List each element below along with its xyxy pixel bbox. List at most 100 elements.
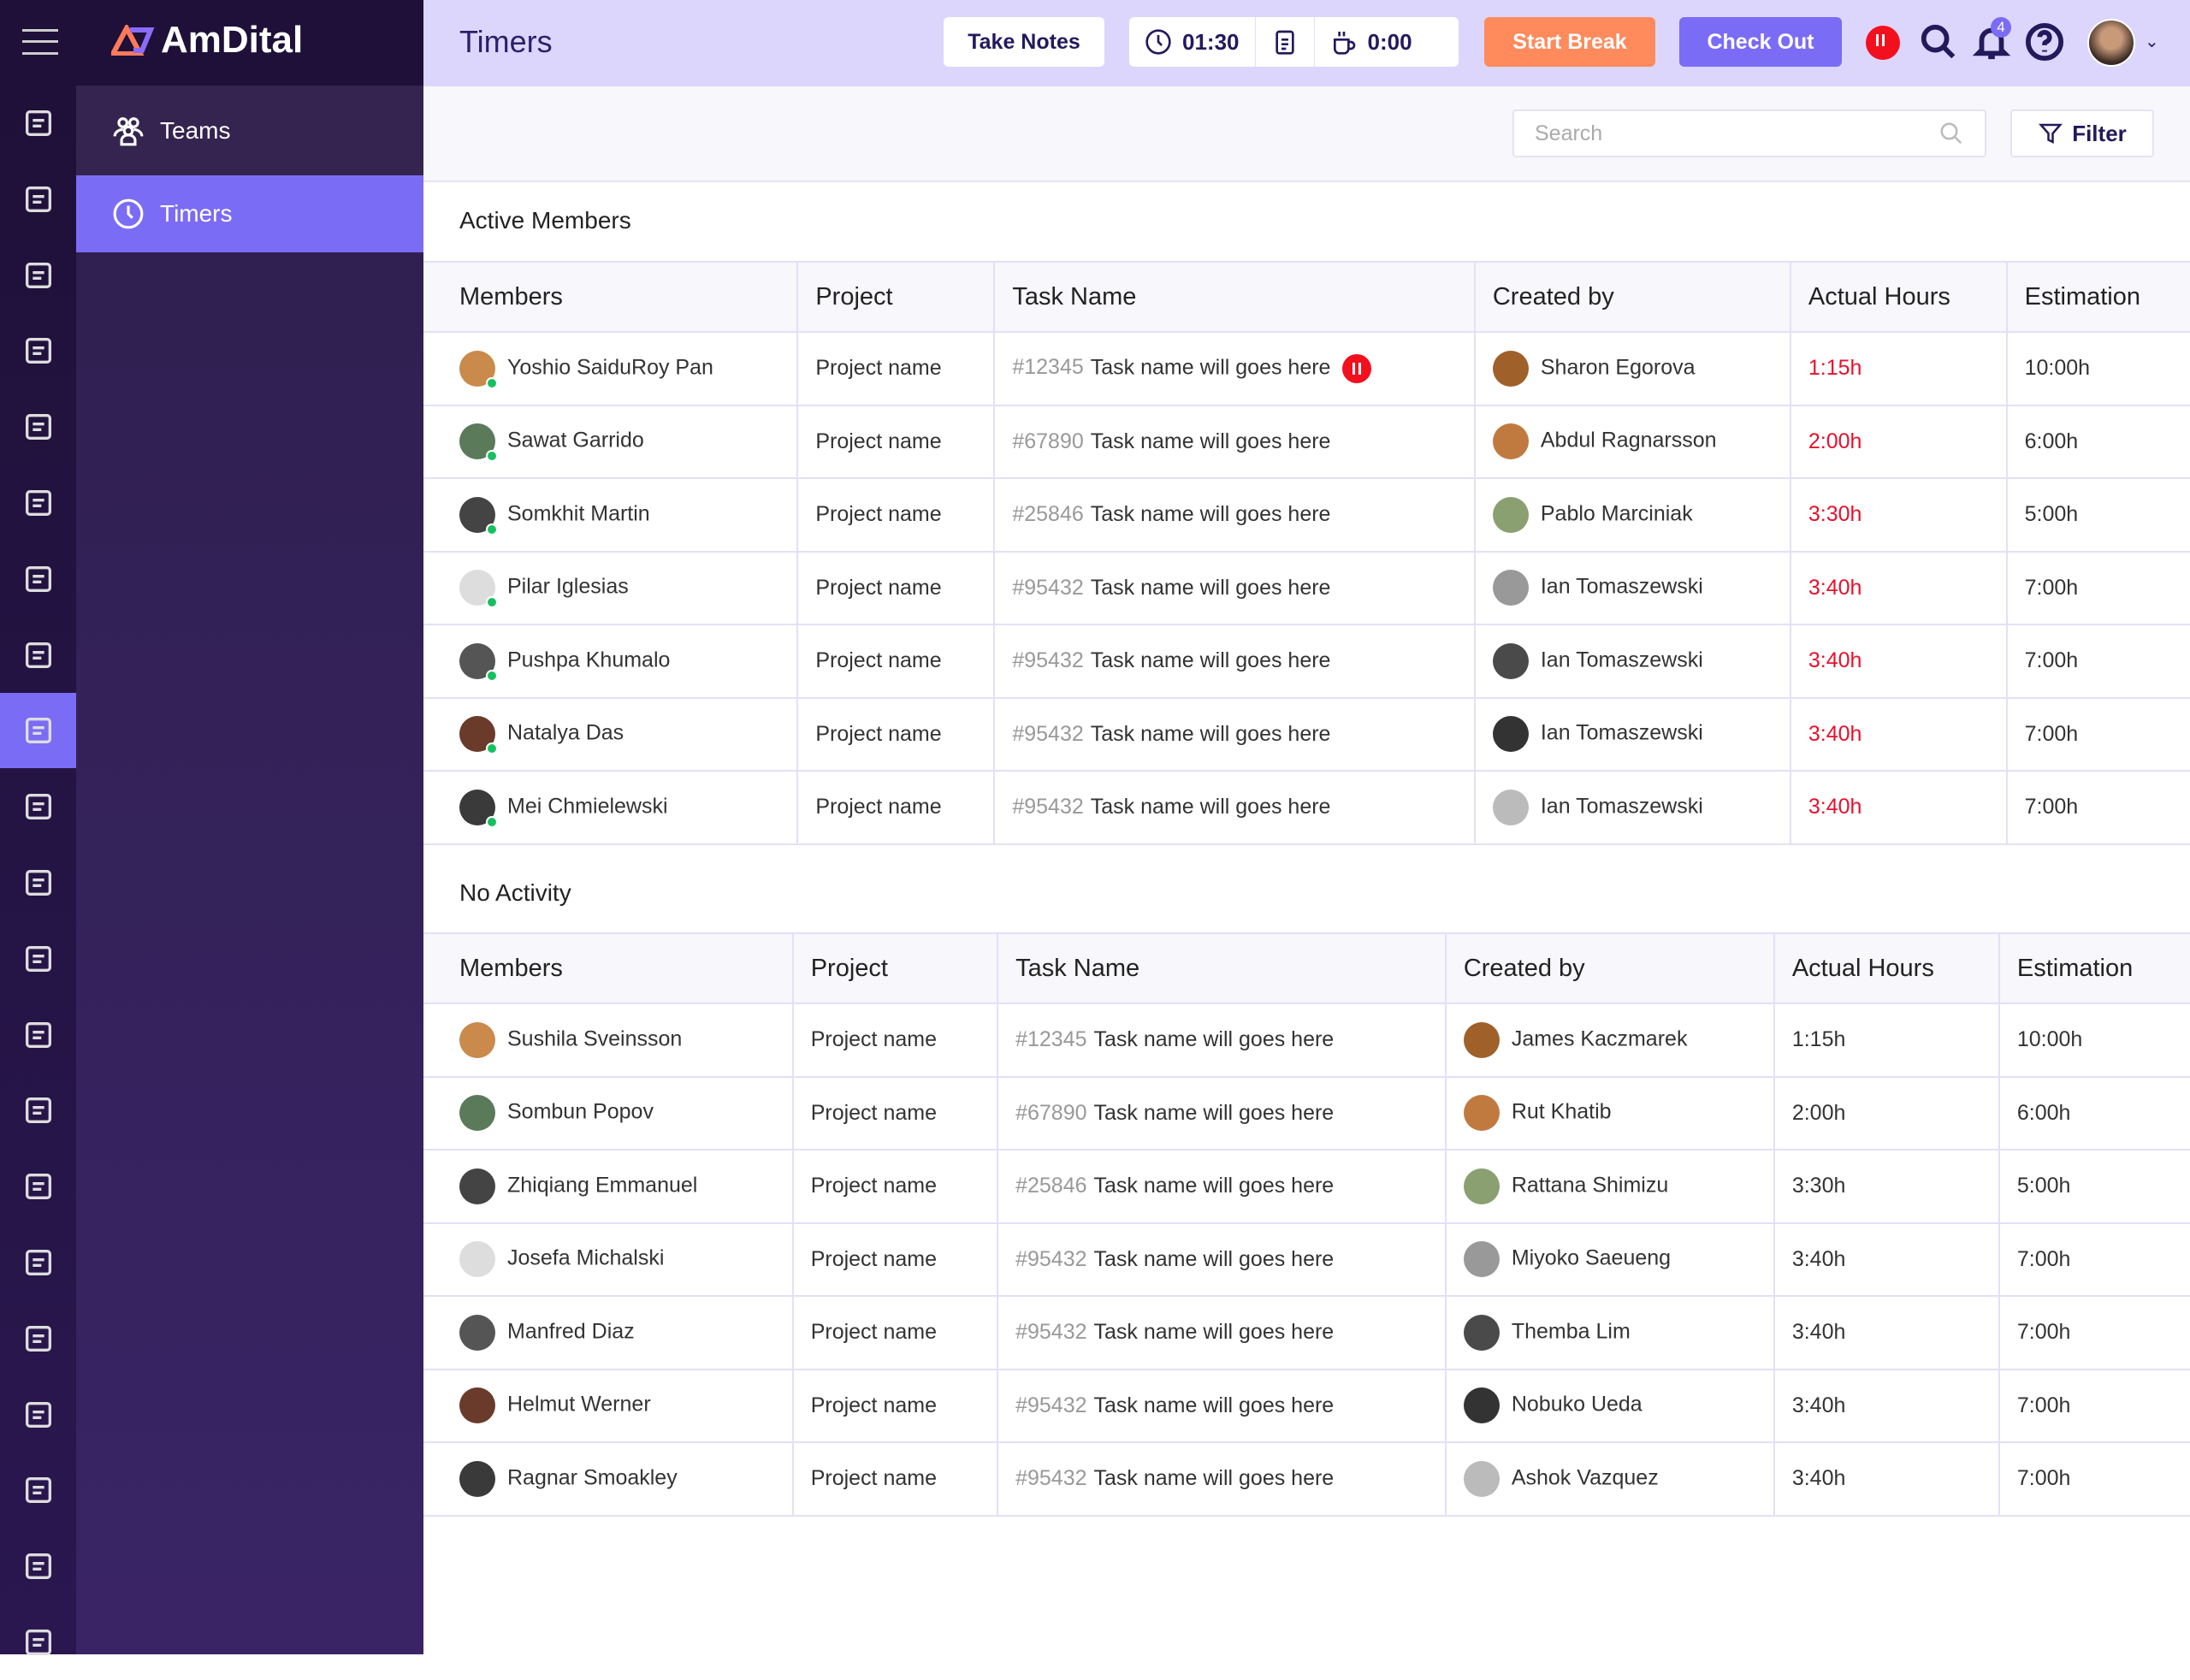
column-header[interactable]: Actual Hours — [1773, 932, 2000, 1004]
table-row[interactable]: Helmut Werner Project name #95432 Task name… — [423, 1368, 2190, 1443]
member-name[interactable]: Sawat Garrido — [507, 428, 644, 453]
rail-item-money-bag[interactable] — [0, 1225, 76, 1300]
table-row[interactable]: Mei Chmielewski Project name #95432 Task na… — [423, 770, 2190, 845]
task-name[interactable]: Task name will goes here — [1093, 1393, 1335, 1417]
task-name[interactable]: Task name will goes here — [1093, 1174, 1335, 1198]
rail-item-search-user[interactable] — [0, 1452, 76, 1528]
table-row[interactable]: Sushila Sveinsson Project name #12345 Task … — [423, 1003, 2190, 1078]
rail-item-user-check[interactable] — [0, 769, 76, 844]
table-row[interactable]: Zhiqiang Emmanuel Project name #25846 Task … — [423, 1149, 2190, 1224]
rail-item-calendar[interactable] — [0, 162, 76, 237]
task-name[interactable]: Task name will goes here — [1090, 648, 1331, 673]
check-out-button[interactable]: Check Out — [1679, 17, 1842, 67]
task-name[interactable]: Task name will goes here — [1093, 1320, 1335, 1345]
rail-item-report[interactable] — [0, 1377, 76, 1452]
task-id[interactable]: #95432 — [1015, 1466, 1087, 1491]
table-row[interactable]: Sombun Popov Project name #67890 Task name … — [423, 1075, 2190, 1151]
take-notes-button[interactable]: Take Notes — [944, 17, 1104, 67]
column-header[interactable]: Task Name — [993, 261, 1476, 333]
table-row[interactable]: Josefa Michalski Project name #95432 Task n… — [423, 1222, 2190, 1297]
task-id[interactable]: #95432 — [1012, 795, 1084, 819]
column-header[interactable]: Members — [423, 261, 799, 333]
table-row[interactable]: Ragnar Smoakley Project name #95432 Task na… — [423, 1441, 2190, 1517]
rail-item-monitor[interactable] — [0, 313, 76, 388]
sidebar-item-timers[interactable]: Timers — [76, 175, 423, 252]
table-row[interactable]: Manfred Diaz Project name #95432 Task name … — [423, 1295, 2190, 1370]
pause-icon[interactable] — [1342, 353, 1372, 383]
column-header[interactable]: Created by — [1444, 932, 1775, 1004]
member-name[interactable]: Natalya Das — [507, 720, 624, 745]
chevron-down-icon[interactable]: ⌄ — [2145, 33, 2159, 51]
hamburger-menu-icon[interactable] — [22, 29, 58, 55]
task-id[interactable]: #25846 — [1015, 1174, 1087, 1198]
column-header[interactable]: Members — [423, 932, 794, 1004]
table-row[interactable]: Natalya Das Project name #95432 Task name w… — [423, 696, 2190, 772]
member-name[interactable]: Pilar Iglesias — [507, 574, 629, 599]
task-id[interactable]: #95432 — [1015, 1246, 1087, 1271]
help-icon[interactable] — [2025, 22, 2064, 62]
table-row[interactable]: Yoshio SaiduRoy Pan Project name #12345 Tas… — [423, 331, 2190, 406]
user-avatar[interactable] — [2087, 19, 2135, 67]
task-id[interactable]: #95432 — [1015, 1320, 1087, 1345]
rail-item-bar-chart[interactable] — [0, 389, 76, 464]
member-name[interactable]: Pushpa Khumalo — [507, 648, 671, 672]
rail-item-document[interactable] — [0, 541, 76, 617]
search-icon[interactable] — [1919, 22, 1958, 62]
start-break-button[interactable]: Start Break — [1484, 17, 1655, 67]
member-name[interactable]: Josefa Michalski — [507, 1245, 665, 1270]
task-name[interactable]: Task name will goes here — [1090, 429, 1331, 453]
member-name[interactable]: Mei Chmielewski — [507, 794, 668, 819]
table-row[interactable]: Sawat Garrido Project name #67890 Task name… — [423, 404, 2190, 479]
task-name[interactable]: Task name will goes here — [1093, 1027, 1335, 1052]
member-name[interactable]: Sombun Popov — [507, 1099, 654, 1124]
rail-item-ticket[interactable] — [0, 997, 76, 1073]
rail-item-user-circle[interactable] — [0, 1149, 76, 1224]
member-name[interactable]: Zhiqiang Emmanuel — [507, 1173, 698, 1198]
column-header[interactable]: Created by — [1473, 261, 1791, 333]
task-name[interactable]: Task name will goes here — [1093, 1466, 1335, 1491]
member-name[interactable]: Yoshio SaiduRoy Pan — [507, 355, 713, 380]
task-id[interactable]: #12345 — [1015, 1027, 1087, 1052]
rail-item-growth-chart[interactable] — [0, 1605, 76, 1680]
rail-item-filter-lines[interactable] — [0, 845, 76, 920]
rail-item-dashboard[interactable] — [0, 86, 76, 161]
member-name[interactable]: Sushila Sveinsson — [507, 1026, 683, 1051]
task-id[interactable]: #67890 — [1012, 429, 1084, 453]
column-header[interactable]: Project — [791, 932, 999, 1004]
column-header[interactable]: Estimation — [1998, 932, 2190, 1004]
member-name[interactable]: Somkhit Martin — [507, 501, 650, 526]
task-id[interactable]: #95432 — [1012, 648, 1084, 673]
table-row[interactable]: Pilar Iglesias Project name #95432 Task nam… — [423, 550, 2190, 625]
task-name[interactable]: Task name will goes here — [1093, 1100, 1335, 1125]
table-row[interactable]: Somkhit Martin Project name #25846 Task nam… — [423, 477, 2190, 553]
task-name[interactable]: Task name will goes here — [1090, 721, 1331, 746]
rail-item-dollar[interactable] — [0, 921, 76, 997]
table-row[interactable]: Pushpa Khumalo Project name #95432 Task nam… — [423, 624, 2190, 699]
task-name[interactable]: Task name will goes here — [1090, 795, 1331, 819]
search-input[interactable]: Search — [1512, 109, 1986, 157]
column-header[interactable]: Actual Hours — [1789, 261, 2008, 333]
task-name[interactable]: Task name will goes here — [1093, 1246, 1335, 1271]
member-name[interactable]: Helmut Werner — [507, 1392, 651, 1417]
task-id[interactable]: #95432 — [1012, 721, 1084, 746]
rail-item-user[interactable] — [0, 1529, 76, 1604]
task-id[interactable]: #12345 — [1012, 355, 1084, 380]
task-id[interactable]: #95432 — [1015, 1393, 1087, 1417]
work-timer[interactable]: 01:30 — [1129, 17, 1256, 67]
logo[interactable]: AmDital — [111, 19, 303, 62]
task-name[interactable]: Task name will goes here — [1090, 575, 1331, 600]
clipboard-button[interactable] — [1256, 17, 1315, 67]
column-header[interactable]: Project — [796, 261, 996, 333]
task-name[interactable]: Task name will goes here — [1090, 502, 1331, 527]
break-timer[interactable]: 0:00 — [1315, 17, 1428, 67]
pause-timer-button[interactable] — [1866, 26, 1900, 60]
member-name[interactable]: Manfred Diaz — [507, 1319, 635, 1344]
rail-item-video[interactable] — [0, 1301, 76, 1376]
task-id[interactable]: #25846 — [1012, 502, 1084, 527]
rail-item-chat[interactable] — [0, 238, 76, 313]
sidebar-item-teams[interactable]: Teams — [76, 86, 423, 175]
bell-icon[interactable]: 4 — [1972, 17, 2011, 62]
column-header[interactable]: Estimation — [2005, 261, 2190, 333]
task-id[interactable]: #67890 — [1015, 1100, 1087, 1125]
task-id[interactable]: #95432 — [1012, 575, 1084, 600]
